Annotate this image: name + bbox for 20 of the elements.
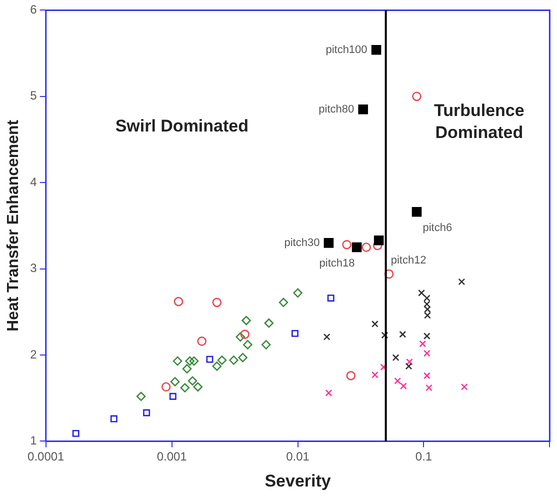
- data-label: pitch80: [318, 103, 354, 116]
- y-axis-title: Heat Transfer Enhancement: [5, 119, 22, 332]
- data-label: pitch18: [319, 257, 355, 270]
- y-tick-label: 4: [30, 174, 38, 189]
- y-tick-label: 6: [30, 2, 38, 17]
- data-label: pitch6: [422, 222, 452, 234]
- x-tick-label: 0.001: [156, 450, 188, 464]
- y-tick-label: 3: [30, 261, 38, 276]
- x-axis-title: Severity: [264, 471, 332, 490]
- annotation: Turbulence Dominated: [434, 100, 524, 142]
- annotation: Swirl Dominated: [115, 116, 248, 136]
- data-label: pitch12: [390, 254, 426, 266]
- y-tick-label: 1: [30, 434, 38, 448]
- data-label: pitch100: [326, 44, 368, 56]
- x-tick-label: 0.1: [415, 450, 432, 464]
- y-tick-label: 5: [30, 88, 38, 103]
- x-tick-label: 0.01: [286, 450, 310, 464]
- data-label: pitch30: [284, 236, 320, 249]
- x-tick-label: 0.0001: [28, 450, 65, 464]
- y-tick-label: 2: [30, 347, 38, 362]
